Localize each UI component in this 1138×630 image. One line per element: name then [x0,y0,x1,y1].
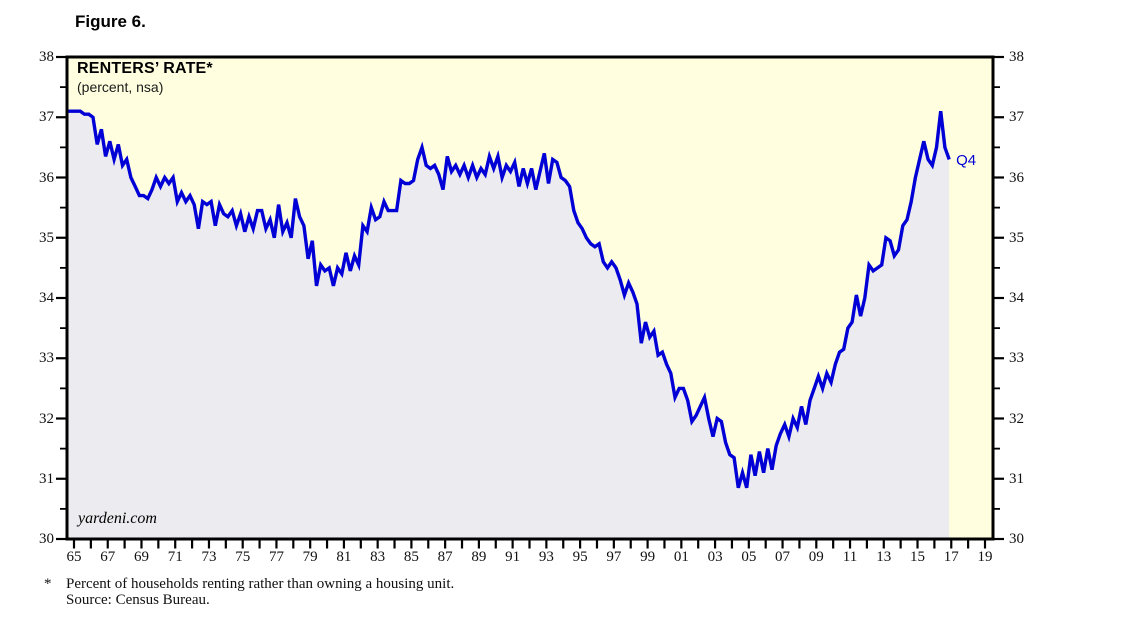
y-axis-label-right: 35 [1009,229,1024,246]
watermark-yardeni: yardeni.com [78,510,157,527]
renters-rate-line [68,109,951,489]
chart-subtitle: (percent, nsa) [77,79,164,95]
x-axis-label: 65 [66,549,82,565]
y-axis-label-left: 31 [39,470,54,487]
x-axis-label: 87 [437,549,453,565]
x-axis-label: 07 [775,549,791,565]
y-axis-label-left: 35 [39,229,54,246]
x-axis-label: 85 [403,549,419,565]
x-axis-label: 97 [606,549,622,565]
y-axis-label-left: 38 [39,49,54,65]
x-axis-label: 93 [538,549,554,565]
x-axis-label: 81 [336,549,352,565]
x-axis-label: 91 [505,549,521,565]
x-axis-label: 99 [640,549,656,565]
x-axis-label: 17 [943,549,959,565]
x-axis-label: 01 [673,549,689,565]
y-axis-label-left: 32 [39,410,54,427]
plot-frame [65,55,995,541]
x-axis-label: 77 [268,549,284,565]
last-point-label: Q4 [956,152,977,170]
y-axis-label-left: 33 [39,350,54,367]
x-axis-label: 73 [201,549,217,565]
footnote-text: Percent of households renting rather tha… [66,576,766,608]
x-axis-label: 89 [471,549,487,565]
figure-label: Figure 6. [75,12,146,31]
y-axis-label-right: 38 [1009,49,1024,65]
x-axis-label: 09 [808,549,824,565]
y-axis-label-right: 33 [1009,350,1024,367]
y-axis-label-left: 34 [39,290,54,306]
x-axis-label: 13 [876,549,892,565]
x-axis-label: 83 [370,549,386,565]
x-axis-label: 15 [910,549,926,565]
x-axis-label: 69 [133,549,149,565]
x-axis-label: 75 [235,549,251,565]
y-axis-label-left: 36 [39,169,54,186]
x-axis-label: 11 [842,549,858,565]
x-axis-label: 79 [302,549,318,565]
y-axis-label-right: 30 [1009,531,1024,547]
x-axis-label: 05 [741,549,757,565]
x-axis-label: 67 [100,549,116,565]
x-axis-label: 19 [977,549,993,565]
footnote-line1: Percent of households renting rather tha… [66,576,455,592]
footnote-line2: Source: Census Bureau. [66,592,210,608]
y-axis-label-left: 30 [39,531,54,547]
footnote-asterisk: * [44,576,52,592]
y-axis-label-right: 36 [1009,169,1024,186]
x-axis-label: 71 [167,549,183,565]
chart-title: RENTERS’ RATE* [77,60,213,77]
y-axis-label-left: 37 [39,109,54,126]
area-fill [68,111,950,539]
y-axis-label-right: 37 [1009,109,1024,126]
y-axis-label-right: 31 [1009,470,1024,487]
x-axis-label: 03 [707,549,723,565]
y-axis-label-right: 32 [1009,410,1024,427]
x-axis-label: 95 [572,549,588,565]
y-axis-label-right: 34 [1009,290,1024,306]
